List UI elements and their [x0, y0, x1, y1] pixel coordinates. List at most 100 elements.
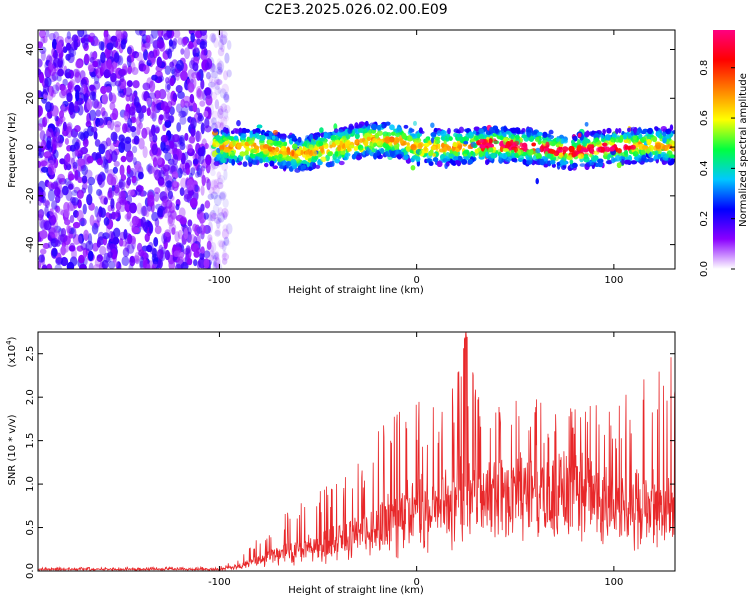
noise-blob — [168, 205, 175, 214]
noise-blob — [192, 62, 199, 72]
noise-blob — [210, 78, 216, 90]
signal-blob — [267, 139, 273, 144]
signal-blob — [272, 129, 278, 136]
noise-blob — [102, 232, 110, 240]
noise-blob — [56, 42, 63, 54]
noise-blob — [148, 80, 156, 93]
noise-blob — [213, 194, 222, 207]
signal-blob — [499, 153, 504, 158]
noise-blob — [38, 145, 42, 157]
signal-blob — [278, 150, 283, 156]
signal-blob — [450, 160, 457, 166]
noise-blob — [148, 223, 154, 234]
signal-blob — [359, 138, 364, 143]
signal-blob — [640, 148, 646, 155]
noise-blob — [221, 253, 230, 261]
signal-blob — [337, 145, 342, 152]
signal-blob — [485, 151, 489, 158]
noise-blob — [95, 109, 101, 117]
signal-blob — [516, 129, 521, 135]
noise-blob — [217, 239, 226, 248]
noise-blob — [49, 208, 54, 216]
noise-blob — [120, 174, 127, 181]
noise-blob — [52, 57, 61, 68]
signal-blob — [371, 123, 378, 131]
signal-blob — [550, 141, 556, 147]
signal-blob — [647, 157, 654, 163]
signal-blob — [594, 137, 600, 142]
noise-blob — [162, 134, 169, 142]
signal-blob — [631, 138, 638, 144]
noise-blob — [156, 39, 165, 49]
signal-blob — [213, 161, 220, 167]
signal-blob — [528, 135, 535, 142]
noise-blob — [190, 126, 196, 137]
noise-blob — [69, 242, 76, 252]
y-tick-label: 0.5 — [25, 520, 36, 536]
signal-blob — [212, 150, 217, 158]
noise-blob — [121, 256, 130, 267]
noise-blob — [174, 231, 180, 243]
signal-blob — [591, 130, 595, 135]
noise-blob — [175, 71, 180, 81]
noise-blob — [98, 40, 105, 51]
noise-blob — [60, 256, 69, 267]
noise-blob — [214, 121, 222, 129]
noise-blob — [66, 261, 75, 269]
noise-blob — [51, 248, 58, 257]
noise-blob — [66, 180, 74, 189]
signal-blob — [455, 147, 459, 153]
spectrogram-x-ticks: -100 0 100 — [208, 30, 623, 286]
signal-blob — [358, 123, 363, 128]
noise-blob — [133, 96, 140, 107]
noise-blob — [47, 189, 56, 202]
signal-blob — [376, 124, 382, 131]
y-tick-label: 0.0 — [25, 563, 36, 579]
signal-blob — [411, 155, 419, 160]
signal-blob — [406, 135, 413, 142]
noise-blob — [38, 68, 42, 76]
signal-blob — [390, 131, 396, 136]
noise-blob — [204, 142, 209, 150]
noise-blob — [171, 144, 178, 155]
signal-blob — [577, 139, 581, 146]
noise-blob — [164, 249, 171, 261]
noise-blob — [60, 227, 67, 238]
noise-blob — [47, 163, 54, 176]
noise-blob — [200, 246, 205, 254]
noise-blob — [216, 177, 223, 185]
signal-blob — [280, 133, 287, 140]
noise-blob — [214, 251, 220, 261]
signal-blob — [478, 150, 484, 158]
signal-blob — [662, 144, 669, 152]
noise-blob — [166, 91, 172, 102]
noise-blob — [182, 95, 191, 104]
snr-y-axis-label: SNR (10 * v/v) — [7, 414, 18, 485]
signal-blob — [408, 127, 413, 134]
signal-blob — [593, 133, 600, 139]
noise-blob — [60, 245, 66, 256]
noise-blob — [120, 240, 127, 247]
noise-blob — [225, 223, 233, 235]
y-tick-label: 2.5 — [25, 346, 36, 362]
noise-blob — [63, 208, 70, 218]
noise-blob — [128, 167, 137, 179]
noise-blob — [154, 187, 161, 195]
noise-blob — [218, 191, 226, 200]
noise-blob — [107, 58, 112, 70]
signal-blob — [403, 154, 409, 160]
signal-blob — [610, 156, 616, 164]
noise-blob — [213, 37, 219, 49]
noise-blob — [136, 184, 143, 196]
noise-blob — [179, 187, 185, 196]
signal-blob — [303, 140, 308, 147]
signal-blob — [430, 145, 437, 151]
noise-blob — [212, 254, 218, 267]
signal-blob — [561, 165, 567, 171]
noise-blob — [57, 208, 65, 215]
y-tick-label: 1.5 — [25, 433, 36, 449]
noise-blob — [219, 191, 227, 200]
signal-blob — [447, 127, 451, 135]
noise-blob — [86, 155, 94, 164]
noise-blob — [105, 224, 111, 235]
